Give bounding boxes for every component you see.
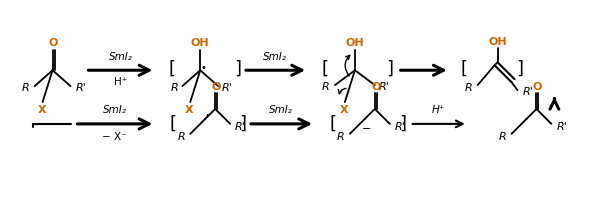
Text: X: X: [340, 105, 348, 115]
Text: R: R: [171, 83, 178, 93]
Text: O: O: [533, 82, 542, 92]
Text: ]: ]: [386, 59, 393, 77]
Text: OH: OH: [346, 38, 364, 48]
Text: R: R: [322, 82, 330, 92]
Text: O: O: [371, 82, 381, 92]
Text: R': R': [395, 122, 406, 132]
Text: R': R': [235, 122, 246, 132]
Text: SmI₂: SmI₂: [109, 52, 132, 62]
Text: SmI₂: SmI₂: [263, 52, 287, 62]
Text: R': R': [556, 122, 567, 132]
Text: R': R': [523, 87, 533, 97]
Text: SmI₂: SmI₂: [269, 105, 293, 115]
Text: ]: ]: [235, 59, 242, 77]
Text: X: X: [185, 105, 193, 115]
Text: R: R: [499, 132, 506, 142]
Text: − X⁻: − X⁻: [102, 132, 127, 142]
Text: H⁺: H⁺: [114, 77, 127, 87]
Text: O: O: [49, 38, 59, 48]
Text: [: [: [321, 59, 328, 77]
Text: [: [: [169, 59, 176, 77]
Text: •: •: [204, 111, 210, 121]
Text: OH: OH: [191, 38, 210, 48]
Text: X: X: [37, 105, 46, 115]
Text: ]: ]: [240, 115, 246, 133]
Text: OH: OH: [488, 38, 507, 47]
Text: SmI₂: SmI₂: [102, 105, 126, 115]
Text: R: R: [337, 132, 345, 142]
Text: [: [: [170, 115, 177, 133]
Text: ]: ]: [516, 59, 523, 77]
Text: R': R': [76, 83, 86, 93]
Text: [: [: [460, 59, 467, 77]
Text: •: •: [200, 63, 206, 73]
Text: O: O: [212, 82, 221, 92]
Text: R: R: [178, 132, 185, 142]
FancyArrowPatch shape: [338, 88, 346, 94]
Text: R: R: [465, 83, 473, 93]
Text: R: R: [22, 83, 30, 93]
Text: −: −: [362, 124, 371, 134]
Text: ]: ]: [400, 115, 406, 133]
Text: H⁺: H⁺: [432, 105, 445, 115]
Text: [: [: [329, 115, 337, 133]
FancyArrowPatch shape: [345, 55, 350, 76]
Text: R': R': [379, 82, 390, 92]
Text: R': R': [222, 83, 233, 93]
